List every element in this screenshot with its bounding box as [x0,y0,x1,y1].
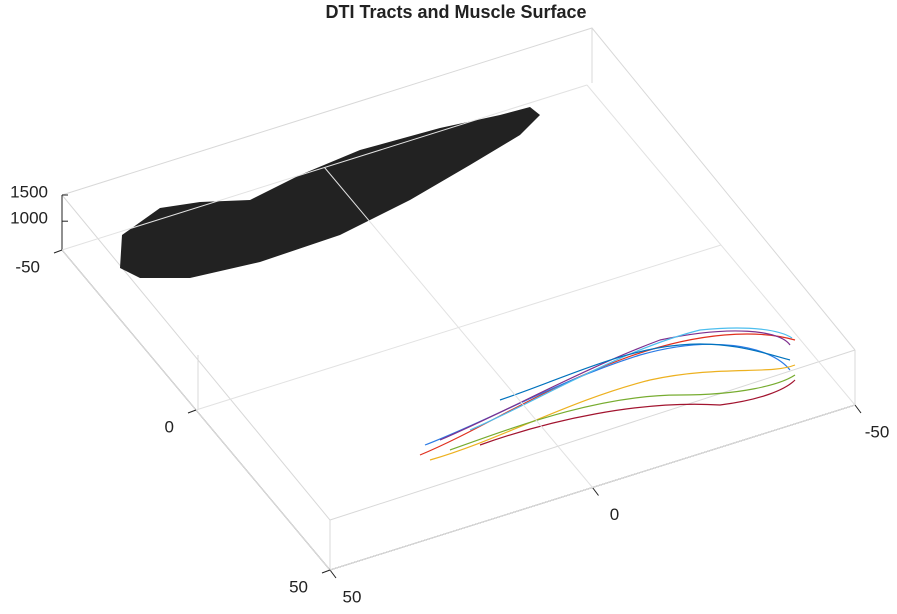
y-tick-label: 50 [289,577,308,596]
tract [469,327,793,431]
tract [439,330,791,441]
y-tick [321,569,331,574]
box-edge [61,27,856,351]
box-edge [329,349,856,521]
box [61,27,856,570]
x-tick-label: 0 [610,505,619,524]
tract [499,343,791,401]
tract [449,374,796,451]
fiber-tracts [419,327,796,461]
box-edge [61,194,331,570]
tract [479,379,796,446]
x-tick [854,404,862,414]
muscle-surface [120,107,540,278]
grid-line [329,404,856,571]
x-tick-label: 50 [343,587,362,606]
x-tick-label: -50 [865,422,890,441]
y-tick [187,409,197,414]
chart-title: DTI Tracts and Muscle Surface [325,2,586,22]
y-tick-label: -50 [15,257,40,276]
z-tick-label: 1500 [10,182,48,201]
y-tick-label: 0 [165,417,174,436]
z-tick-label: 1000 [10,209,48,228]
tract [429,364,796,461]
grid-line [195,244,722,411]
x-tick [329,569,337,579]
tract [419,333,796,456]
grid-line [61,84,588,251]
x-tick [592,487,599,496]
y-tick [53,249,63,254]
